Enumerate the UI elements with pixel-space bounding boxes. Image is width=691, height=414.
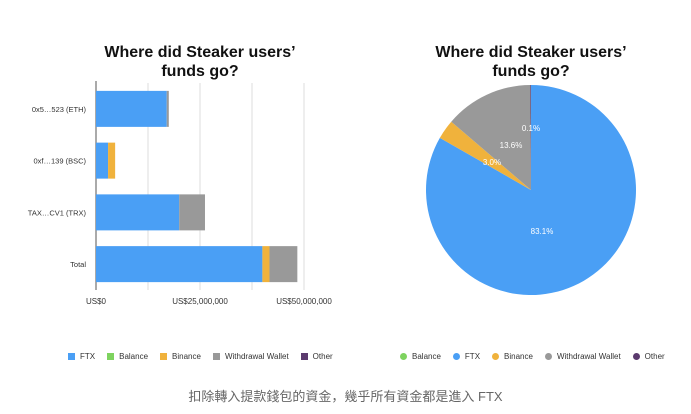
x-tick-label: US$0 bbox=[86, 297, 107, 306]
bar-segment-withdrawal-wallet bbox=[269, 246, 298, 283]
legend-label: Other bbox=[644, 352, 665, 361]
y-tick-label: Total bbox=[70, 260, 86, 269]
legend-item: FTX bbox=[68, 352, 95, 361]
title-line: funds go? bbox=[492, 63, 570, 80]
pie-label: 3.0% bbox=[483, 158, 501, 167]
legend-label: FTX bbox=[464, 352, 481, 361]
legend-item: Binance bbox=[160, 352, 201, 361]
x-tick-label: US$25,000,000 bbox=[172, 297, 228, 306]
legend-label: Balance bbox=[119, 352, 149, 361]
legend-swatch bbox=[544, 353, 552, 360]
bar-segment-ftx bbox=[96, 194, 180, 231]
title-line: Where did Steaker users’ bbox=[435, 44, 627, 61]
legend-label: FTX bbox=[80, 352, 96, 361]
bar-segment-binance bbox=[262, 246, 270, 283]
pie-label: 0.1% bbox=[522, 124, 540, 133]
bar-segment-withdrawal-wallet bbox=[166, 90, 169, 127]
legend-swatch bbox=[107, 353, 115, 360]
bar-segment-withdrawal-wallet bbox=[179, 194, 205, 231]
legend-item: Balance bbox=[107, 352, 148, 361]
bar-legend: FTX Balance Binance Withdrawal Wallet Other bbox=[68, 352, 333, 361]
legend-item: Other bbox=[632, 352, 665, 361]
title-line: funds go? bbox=[161, 63, 239, 80]
legend-swatch bbox=[68, 353, 75, 360]
x-tick-label: US$50,000,000 bbox=[276, 297, 332, 306]
pie-chart-title: Where did Steaker users’ funds go? bbox=[391, 43, 671, 81]
bar-segment-ftx bbox=[96, 246, 263, 283]
legend-swatch bbox=[492, 353, 500, 360]
legend-swatch bbox=[632, 353, 640, 360]
pie-slice-binance bbox=[439, 121, 531, 190]
legend-label: Withdrawal Wallet bbox=[556, 352, 621, 361]
pie-label: 13.6% bbox=[500, 141, 523, 150]
pie-legend: Balance FTX Binance Withdrawal Wallet Other bbox=[400, 352, 665, 361]
bar-segment-ftx bbox=[96, 90, 167, 127]
y-tick-label: TAX…CV1 (TRX) bbox=[28, 208, 87, 217]
legend-label: Withdrawal Wallet bbox=[224, 352, 289, 361]
y-tick-label: 0x5…523 (ETH) bbox=[32, 105, 87, 114]
legend-swatch bbox=[452, 353, 460, 360]
pie-slice-withdrawal-wallet bbox=[451, 85, 531, 190]
legend-item: Withdrawal Wallet bbox=[544, 352, 621, 361]
y-tick-label: 0xf…139 (BSC) bbox=[33, 157, 86, 166]
pie-slice-other bbox=[530, 85, 531, 190]
legend-item: Withdrawal Wallet bbox=[212, 352, 289, 361]
caption: 扣除轉入提款錢包的資金，幾乎所有資金都是進入 FTX bbox=[188, 389, 503, 404]
legend-swatch bbox=[400, 353, 407, 360]
pie-label: 83.1% bbox=[531, 227, 554, 236]
bar-chart-title: Where did Steaker users’ funds go? bbox=[60, 43, 340, 81]
legend-swatch bbox=[300, 353, 308, 360]
legend-item: FTX bbox=[452, 352, 481, 361]
legend-item: Binance bbox=[492, 352, 533, 361]
bar-segment-ftx bbox=[96, 142, 109, 179]
legend-label: Balance bbox=[412, 352, 441, 361]
legend-label: Binance bbox=[504, 352, 533, 361]
bar-segment-binance bbox=[108, 142, 116, 179]
legend-item: Other bbox=[300, 352, 333, 361]
legend-label: Other bbox=[312, 352, 333, 361]
title-line: Where did Steaker users’ bbox=[104, 44, 296, 61]
legend-swatch bbox=[160, 353, 168, 360]
legend-label: Binance bbox=[172, 352, 201, 361]
legend-item: Balance bbox=[400, 352, 441, 361]
legend-swatch bbox=[212, 353, 220, 360]
